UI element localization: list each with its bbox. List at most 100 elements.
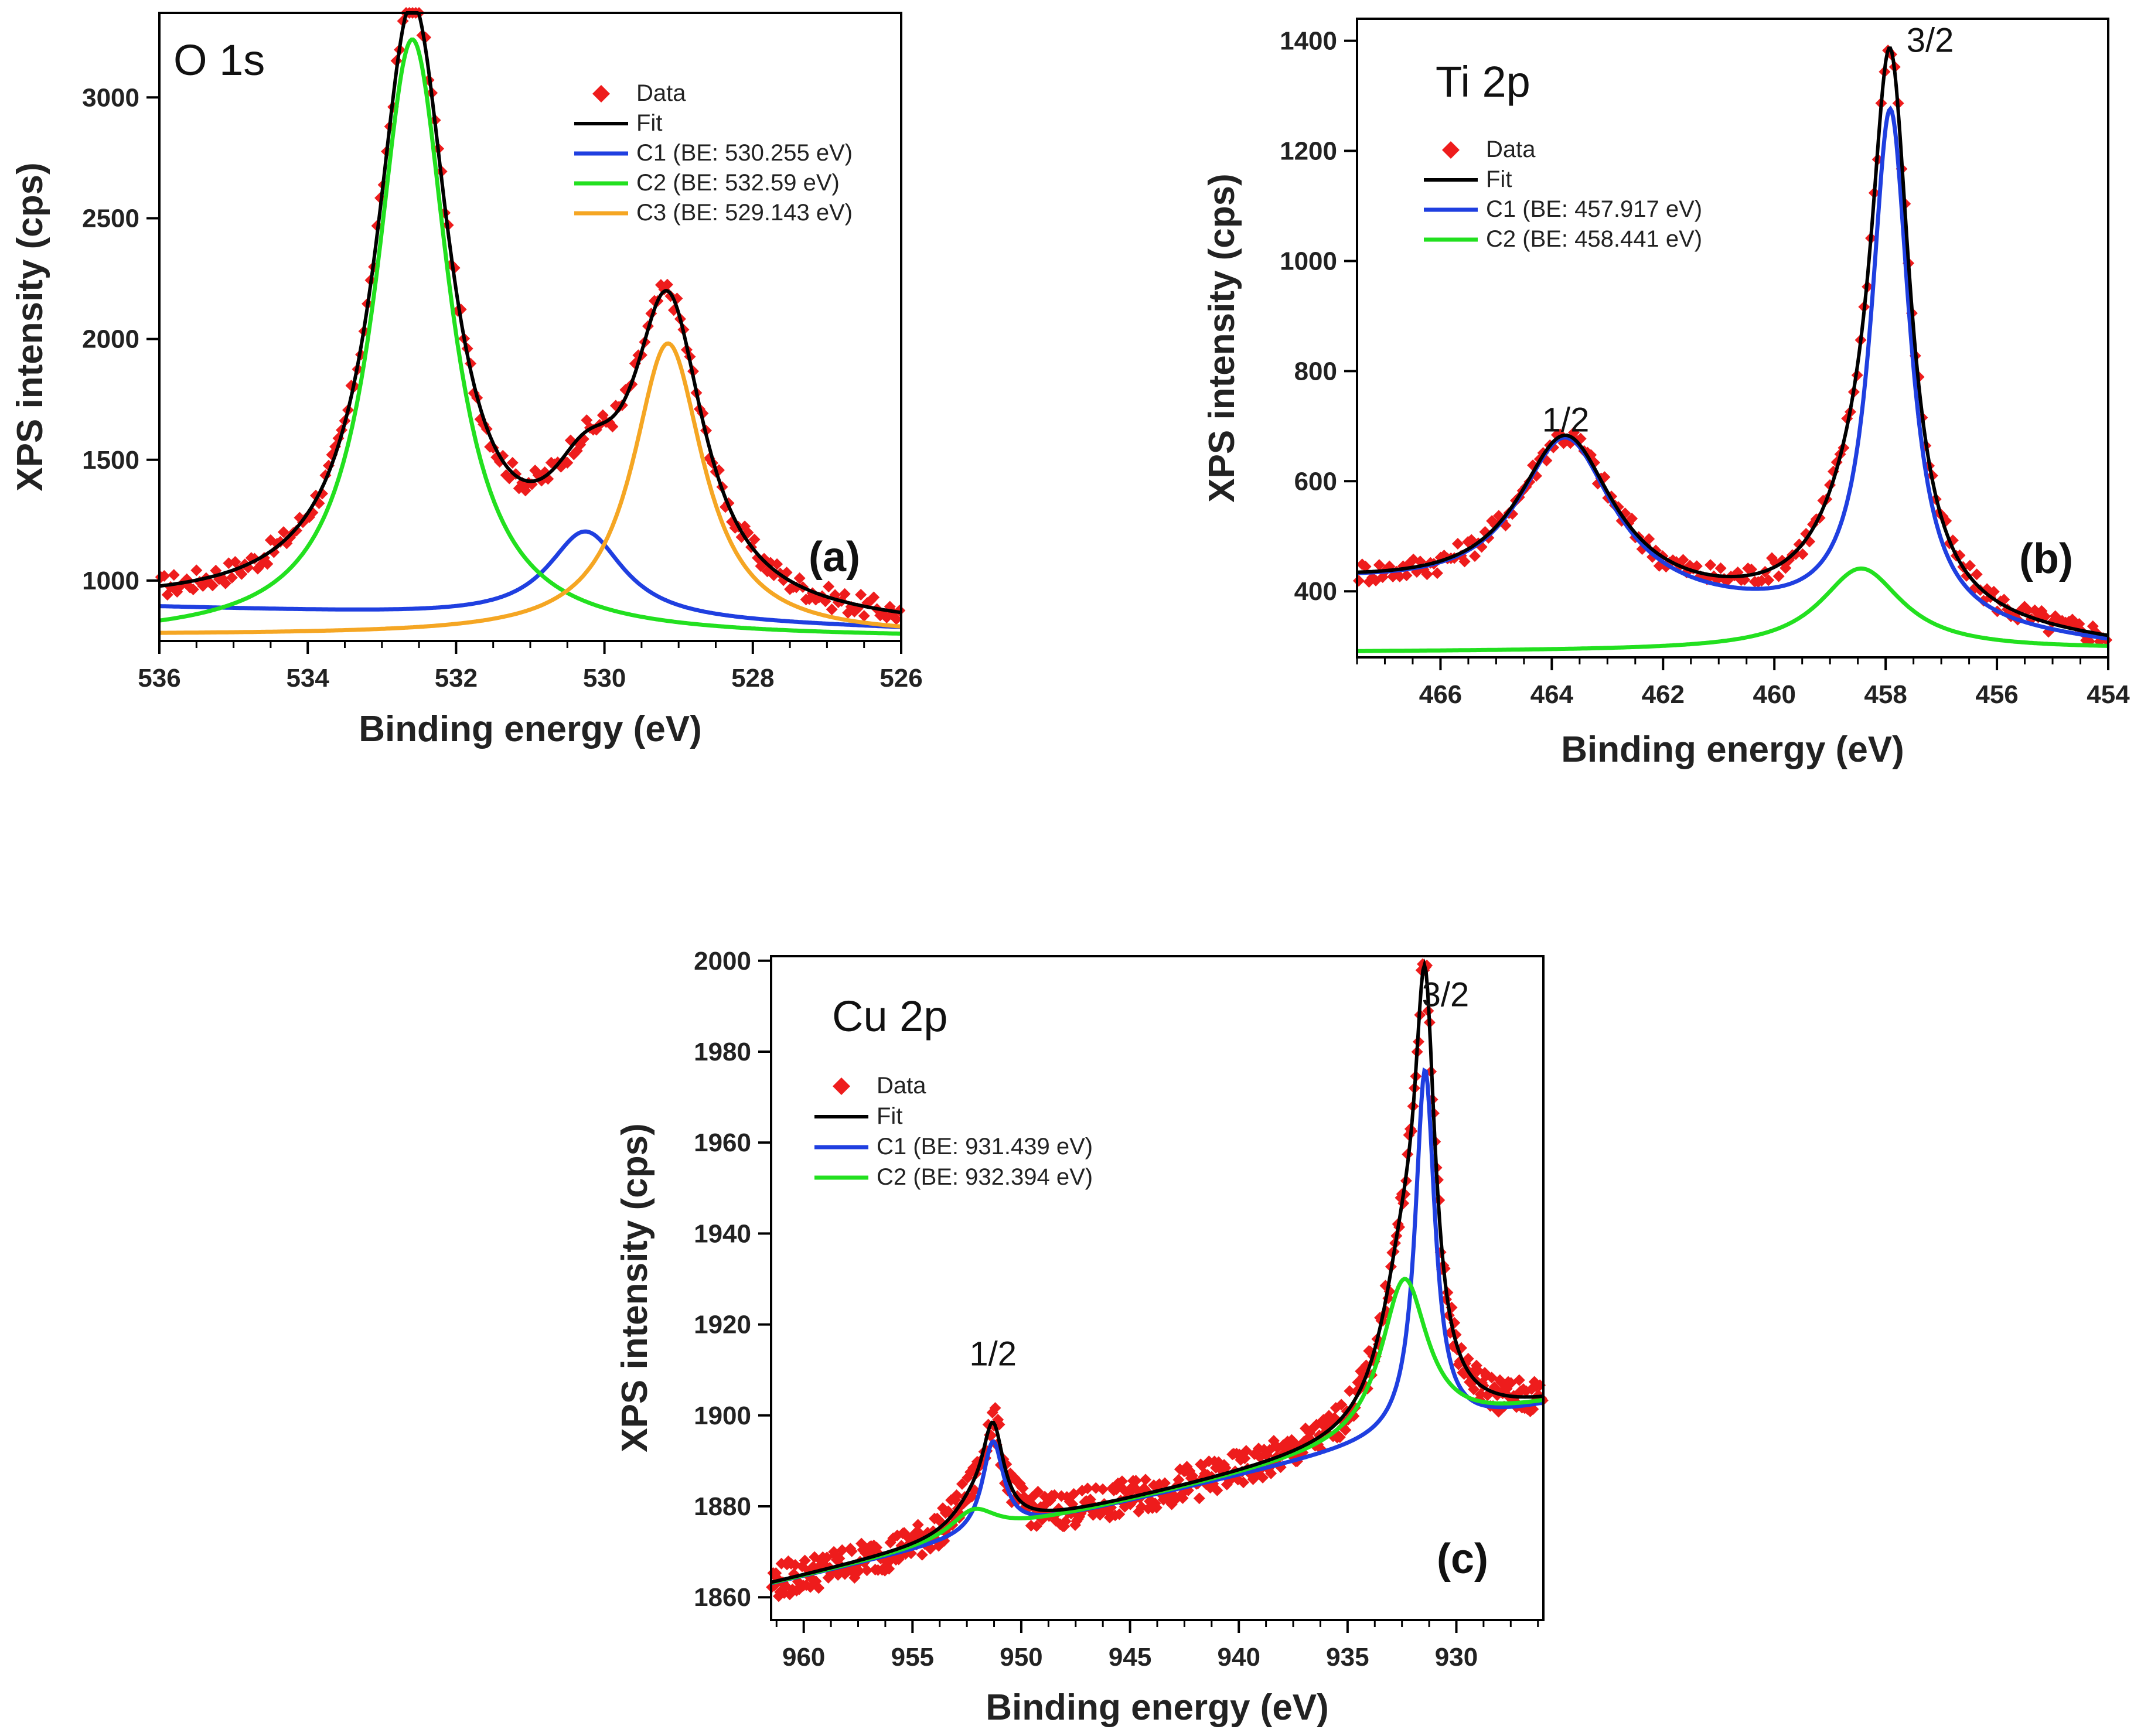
panel-b-frame — [1356, 18, 2109, 659]
legend-label: C2 (BE: 932.394 eV) — [877, 1164, 1093, 1190]
legend-item-c2: C2 (BE: 532.59 eV) — [574, 170, 840, 196]
panel-a-series-c2 — [159, 37, 902, 636]
data-point — [858, 610, 870, 622]
x-tick-label: 532 — [435, 664, 478, 693]
peak-label: 1/2 — [1542, 401, 1590, 439]
data-point — [748, 533, 761, 545]
y-tick-label: 1980 — [694, 1038, 751, 1066]
data-point — [826, 603, 838, 616]
panel-c-cu2p: Cu 2p (c) Data Fit C1 (BE: 931.439 eV) C2 (… — [615, 947, 1549, 1728]
x-tick-label: 458 — [1864, 680, 1907, 709]
data-point — [829, 589, 841, 601]
panel-a-legend: Data Fit C1 (BE: 530.255 eV) C2 (BE: 532.59… — [574, 80, 853, 226]
data-point — [661, 278, 673, 291]
data-point — [1193, 1492, 1205, 1505]
peak-label: 3/2 — [1422, 976, 1470, 1014]
data-point — [1113, 1508, 1126, 1520]
data-point — [989, 1402, 1001, 1414]
data-point — [1789, 548, 1802, 560]
data-point — [836, 1544, 848, 1556]
panel-b-ylabel: XPS intensity (cps) — [1202, 173, 1242, 503]
legend-label: Fit — [877, 1103, 902, 1129]
legend-label: Data — [877, 1073, 926, 1099]
x-tick-label: 950 — [1000, 1643, 1042, 1672]
y-tick-label: 1960 — [694, 1128, 751, 1157]
data-point — [1344, 1385, 1356, 1397]
data-point — [813, 1582, 825, 1594]
legend-label: C2 (BE: 532.59 eV) — [636, 170, 840, 196]
data-point — [1211, 1484, 1223, 1496]
data-point — [1352, 575, 1365, 587]
data-point — [868, 591, 880, 603]
data-point — [606, 421, 619, 433]
panel-a-title: O 1s — [173, 36, 265, 84]
legend-label: Data — [636, 80, 686, 106]
data-point — [912, 1519, 924, 1531]
y-tick-label: 1000 — [82, 567, 139, 595]
legend-label: C1 (BE: 931.439 eV) — [877, 1134, 1093, 1159]
data-point — [1082, 1482, 1094, 1495]
data-point — [1048, 1489, 1061, 1501]
data-point — [158, 570, 171, 582]
x-tick-label: 935 — [1326, 1643, 1369, 1672]
y-tick-label: 1200 — [1280, 137, 1337, 166]
y-tick-label: 2000 — [82, 325, 139, 354]
x-tick-label: 536 — [138, 664, 180, 693]
legend-item-fit: Fit — [814, 1103, 902, 1129]
data-point — [561, 456, 574, 469]
data-point — [1239, 1452, 1251, 1465]
panel-b-series-fit — [1357, 46, 2109, 637]
data-point — [206, 579, 219, 592]
data-point — [1458, 555, 1471, 568]
data-point — [1238, 1476, 1250, 1489]
data-point — [226, 571, 238, 584]
panel-a-ylabel: XPS intensity (cps) — [10, 162, 50, 492]
legend-marker — [1442, 141, 1460, 159]
legend-label: C1 (BE: 457.917 eV) — [1486, 196, 1702, 222]
panel-a-series-fit — [159, 11, 902, 615]
panel-a-ticks: 536 534 532 530 528 526 1000 1500 2000 2500 3000 — [82, 83, 923, 693]
data-point — [1150, 1502, 1163, 1514]
panel-b-label: (b) — [2019, 536, 2073, 582]
data-point — [1335, 1399, 1348, 1411]
data-point — [236, 568, 248, 580]
data-point — [1513, 1374, 1525, 1386]
panel-b-plot-area — [1352, 45, 2113, 653]
y-tick-label: 400 — [1294, 577, 1337, 606]
panel-c-title: Cu 2p — [832, 992, 947, 1041]
data-point — [1690, 560, 1703, 572]
data-point — [799, 1554, 811, 1567]
y-tick-label: 2000 — [694, 947, 751, 976]
y-tick-label: 1860 — [694, 1583, 751, 1612]
data-point — [821, 1551, 833, 1564]
x-tick-label: 460 — [1753, 680, 1796, 709]
y-tick-label: 1880 — [694, 1492, 751, 1521]
y-tick-label: 1400 — [1280, 27, 1337, 56]
data-point — [1373, 559, 1385, 571]
data-point — [1763, 574, 1775, 586]
data-point — [1474, 1388, 1487, 1400]
y-tick-label: 3000 — [82, 83, 139, 112]
data-point — [1755, 575, 1768, 587]
x-tick-label: 945 — [1109, 1643, 1151, 1672]
panel-c-ticks: 960 955 950 945 940 935 930 1860 1880 1900 1920 194… — [694, 947, 1539, 1672]
legend-item-c3: C3 (BE: 529.143 eV) — [574, 200, 853, 226]
data-point — [1158, 1477, 1171, 1489]
data-point — [1451, 537, 1464, 550]
data-point — [1469, 550, 1481, 562]
panel-b-series-c2 — [1357, 566, 2108, 653]
data-point — [883, 1563, 895, 1575]
data-point — [861, 1564, 873, 1577]
x-tick-label: 930 — [1435, 1643, 1478, 1672]
data-point — [1130, 1475, 1142, 1487]
x-tick-label: 955 — [891, 1643, 934, 1672]
data-point — [1677, 554, 1689, 566]
legend-label: Fit — [1486, 166, 1512, 192]
panel-b-ti2p: Ti 2p (b) Data Fit C1 (BE: 457.917 eV) C2 (… — [1202, 18, 2130, 770]
data-point — [1626, 513, 1638, 525]
legend-item-data: Data — [592, 80, 686, 106]
data-point — [1031, 1520, 1043, 1532]
data-point — [1334, 1431, 1346, 1443]
panel-b-peak-labels: 1/2 3/2 — [1542, 21, 1954, 439]
x-tick-label: 526 — [879, 664, 922, 693]
